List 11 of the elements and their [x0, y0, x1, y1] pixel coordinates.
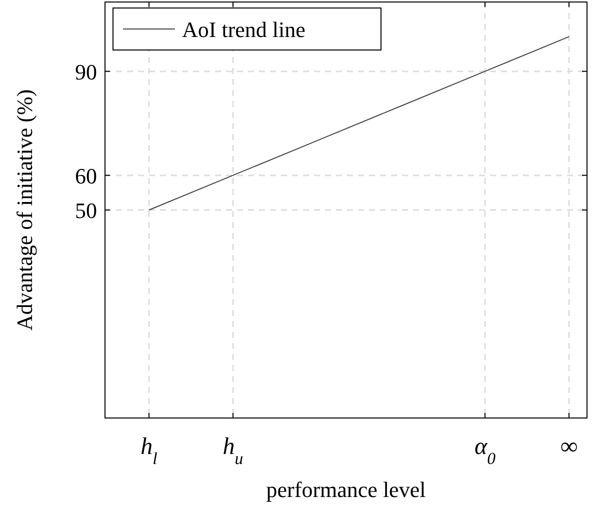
legend-label: AoI trend line — [182, 17, 306, 42]
x-tick-label: h$_{l}$ — [140, 434, 158, 468]
y-axis-title: Advantage of initiative (%) — [12, 89, 37, 331]
line-series — [148, 36, 570, 210]
y-tick-label: 60 — [75, 163, 97, 188]
x-tick-label: h$_{u}$ — [222, 434, 244, 468]
x-axis-title: performance level — [266, 477, 426, 502]
x-tick-label: ∞ — [560, 434, 578, 460]
y-tick-label: 50 — [75, 198, 97, 223]
y-tick-label: 90 — [75, 59, 97, 84]
x-tick-label: α$_{0}$ — [474, 434, 496, 468]
